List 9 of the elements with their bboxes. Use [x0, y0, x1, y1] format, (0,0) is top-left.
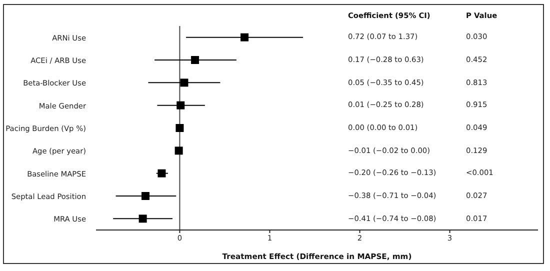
point: [191, 56, 200, 64]
point: [138, 214, 147, 223]
point: [176, 124, 184, 132]
point: [180, 78, 188, 87]
point: [174, 146, 183, 155]
point: [142, 192, 150, 200]
point: [240, 33, 249, 42]
point: [176, 101, 185, 110]
point: [158, 169, 166, 178]
